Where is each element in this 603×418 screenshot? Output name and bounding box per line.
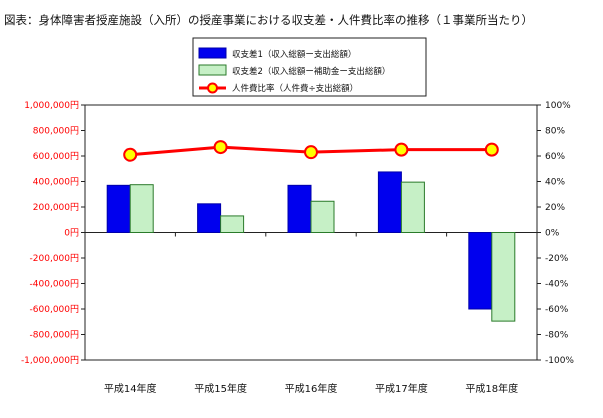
line-series [123, 140, 499, 162]
right-tick-label: 60% [545, 152, 565, 162]
legend-label: 人件費比率（人件費÷支出総額） [232, 83, 358, 94]
bar-series1 [106, 184, 131, 233]
legend-box [192, 37, 427, 97]
bar-series1 [377, 171, 402, 233]
chart-title: 図表：身体障害者授産施設（入所）の授産事業における収支差・人件費比率の推移（１事… [4, 13, 533, 27]
legend-label: 収支差2（収入総額ー補助金ー支出総額） [232, 66, 390, 77]
left-tick-label: -1,000,000円 [21, 355, 79, 366]
category-label: 平成14年度 [104, 382, 157, 395]
right-axis: 100% 80% 60% 40% 20% 0% -20% -40% -60% -80% -100% [537, 101, 574, 366]
left-tick-label: 1,000,000円 [24, 100, 79, 111]
bar-series2 [491, 232, 516, 322]
left-tick-label: -400,000円 [30, 279, 79, 290]
category-label: 平成15年度 [194, 382, 247, 395]
legend-swatch-bar [198, 47, 227, 59]
legend: 収支差1（収入総額ー支出総額） 収支差2（収入総額ー補助金ー支出総額） 人件費比率（… [192, 37, 427, 97]
left-tick-label: 0円 [64, 228, 79, 239]
left-tick-label: -200,000円 [30, 253, 79, 264]
legend-swatch-marker [207, 82, 218, 94]
bar-series1 [197, 203, 222, 233]
right-tick-label: -60% [545, 305, 569, 315]
line-marker [304, 145, 318, 160]
right-tick-label: 20% [545, 203, 565, 213]
left-tick-label: 800,000円 [33, 126, 79, 137]
category-labels: 平成14年度 平成15年度 平成16年度 平成17年度 平成18年度 [84, 232, 518, 395]
right-tick-label: 0% [545, 229, 560, 239]
bar-series2 [400, 181, 425, 233]
right-tick-label: 100% [545, 101, 571, 111]
left-tick-label: 400,000円 [33, 177, 79, 188]
bar-series2 [129, 184, 154, 233]
line-marker [394, 142, 409, 157]
left-axis: 1,000,000円 800,000円 600,000円 400,000円 200,00… [21, 100, 85, 366]
bar-series1 [287, 184, 312, 233]
right-tick-label: -20% [545, 254, 569, 264]
line-marker [213, 140, 228, 155]
bars [106, 171, 516, 322]
left-tick-label: -800,000円 [30, 330, 79, 341]
right-tick-label: -80% [545, 331, 569, 341]
left-tick-label: 200,000円 [33, 202, 79, 213]
legend-swatch-bar [198, 64, 227, 76]
line-marker [123, 147, 138, 162]
line-marker [484, 142, 499, 157]
right-tick-label: 80% [545, 127, 565, 137]
bar-series1 [468, 232, 493, 310]
category-label: 平成18年度 [465, 382, 518, 395]
right-tick-label: 40% [545, 178, 565, 188]
category-label: 平成17年度 [375, 382, 428, 395]
bar-series2 [310, 200, 335, 233]
left-tick-label: 600,000円 [33, 151, 79, 162]
category-label: 平成16年度 [285, 382, 338, 395]
legend-label: 収支差1（収入総額ー支出総額） [232, 49, 356, 60]
right-tick-label: -40% [545, 280, 569, 290]
left-tick-label: -600,000円 [30, 304, 79, 315]
bar-series2 [220, 215, 245, 234]
right-tick-label: -100% [545, 356, 574, 366]
